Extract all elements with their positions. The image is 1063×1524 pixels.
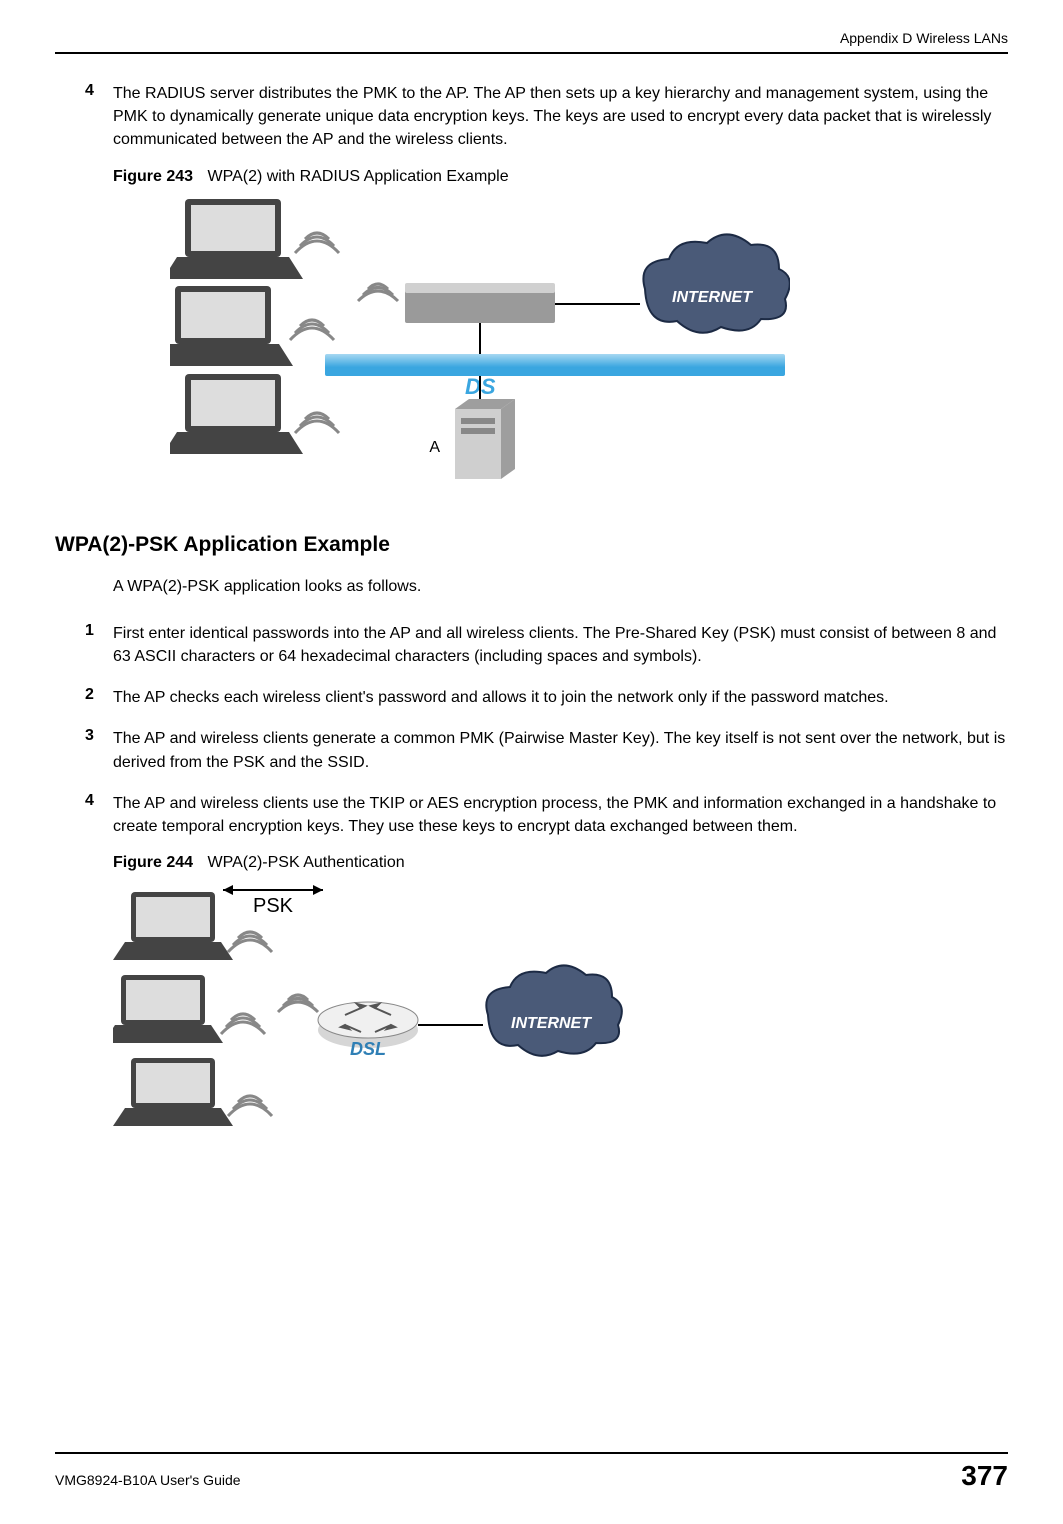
footer-rule: [55, 1452, 1008, 1454]
header-appendix: Appendix D Wireless LANs: [55, 30, 1008, 52]
footer-guide-name: VMG8924-B10A User's Guide: [55, 1472, 241, 1488]
dsl-label: DSL: [350, 1039, 386, 1059]
access-point-icon: [405, 283, 555, 354]
psk-step-2-number: 2: [85, 686, 113, 709]
wpa2-radius-diagram: DS: [170, 194, 790, 494]
psk-step-2-text: The AP checks each wireless client's pas…: [113, 686, 889, 709]
psk-label: PSK: [253, 895, 294, 917]
psk-step-1-text: First enter identical passwords into the…: [113, 622, 1008, 668]
psk-step-3-text: The AP and wireless clients generate a c…: [113, 727, 1008, 773]
laptop-icon: [170, 374, 303, 454]
step-4: 4 The RADIUS server distributes the PMK …: [85, 82, 1008, 152]
figure-244-title: WPA(2)-PSK Authentication: [207, 854, 404, 871]
psk-arrow-icon: PSK: [223, 885, 323, 917]
step-4-number: 4: [85, 82, 113, 152]
figure-244-label: Figure 244: [113, 854, 193, 871]
header-rule: [55, 52, 1008, 54]
figure-243-title: WPA(2) with RADIUS Application Example: [207, 168, 508, 185]
psk-step-4-number: 4: [85, 792, 113, 838]
internet-cloud-icon: INTERNET: [486, 966, 622, 1056]
server-a-label: A: [429, 439, 440, 456]
figure-244-diagram: PSK: [113, 880, 1008, 1145]
wifi-arcs-icon: [290, 233, 398, 433]
figure-243-diagram: DS: [170, 194, 1008, 499]
psk-step-4: 4 The AP and wireless clients use the TK…: [85, 792, 1008, 838]
psk-step-1: 1 First enter identical passwords into t…: [85, 622, 1008, 668]
laptop-icon: [113, 975, 223, 1043]
laptop-icon: [170, 199, 303, 279]
internet-label: INTERNET: [672, 289, 753, 306]
wpa2-psk-heading: WPA(2)-PSK Application Example: [55, 533, 1008, 557]
page-footer: VMG8924-B10A User's Guide 377: [55, 1452, 1008, 1492]
laptop-icon: [170, 286, 293, 366]
psk-step-4-text: The AP and wireless clients use the TKIP…: [113, 792, 1008, 838]
psk-step-3: 3 The AP and wireless clients generate a…: [85, 727, 1008, 773]
wpa2-psk-diagram: PSK: [113, 880, 643, 1140]
wifi-arcs-icon: [221, 932, 318, 1116]
wpa2-psk-intro: A WPA(2)-PSK application looks as follow…: [113, 575, 1008, 598]
step-4-text: The RADIUS server distributes the PMK to…: [113, 82, 1008, 152]
figure-243-caption: Figure 243 WPA(2) with RADIUS Applicatio…: [113, 168, 1008, 186]
psk-step-1-number: 1: [85, 622, 113, 668]
internet-cloud-icon: INTERNET: [643, 234, 789, 332]
footer-page-number: 377: [961, 1460, 1008, 1492]
laptop-icon: [113, 892, 233, 960]
laptop-icon: [113, 1058, 233, 1126]
figure-244-caption: Figure 244 WPA(2)-PSK Authentication: [113, 854, 1008, 872]
internet-label: INTERNET: [511, 1015, 592, 1032]
psk-step-2: 2 The AP checks each wireless client's p…: [85, 686, 1008, 709]
dsl-router-icon: DSL: [318, 1002, 418, 1059]
figure-243-label: Figure 243: [113, 168, 193, 185]
psk-step-3-number: 3: [85, 727, 113, 773]
